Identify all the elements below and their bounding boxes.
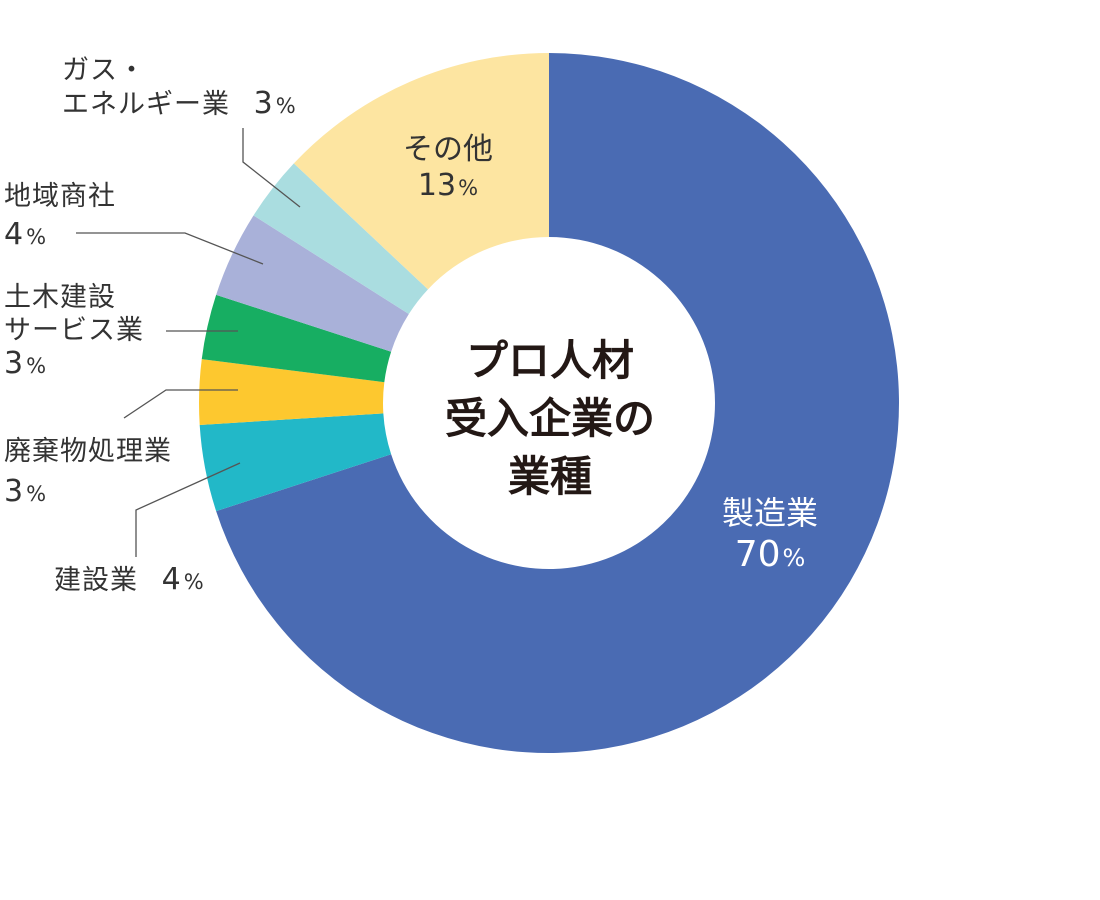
slice-value-waste-disposal: 3% [4, 474, 48, 509]
leader-line-construction [135, 462, 241, 557]
slice-label-civil-engineering: 土木建設 サービス業 3% [4, 281, 144, 383]
slice-label-gas-energy: ガス・ エネルギー業 3% [62, 54, 297, 123]
slice-name-regional-trading: 地域商社 [4, 181, 116, 212]
slice-name-manufacturing: 製造業 [721, 494, 818, 532]
slice-civil-engineering [201, 294, 392, 383]
slice-name-civil-engineering-line-1: 土木建設 [4, 282, 116, 313]
slice-name-waste-disposal: 廃棄物処理業 [4, 436, 172, 467]
slice-label-regional-trading: 地域商社 4% [4, 178, 116, 256]
slice-other [293, 53, 549, 290]
slice-name-other: その他 [403, 132, 493, 167]
slice-name-gas-energy-line-2: エネルギー業 [62, 89, 230, 120]
slice-label-waste-disposal: 廃棄物処理業 3% [4, 432, 172, 514]
slice-construction [199, 413, 392, 512]
chart-title: プロ人材 受入企業の 業種 [400, 332, 700, 506]
slice-label-other: その他 13% [378, 132, 518, 206]
slice-manufacturing [216, 53, 899, 753]
slice-value-civil-engineering: 3% [4, 346, 48, 381]
chart-title-line-3: 業種 [507, 452, 592, 501]
slice-value-construction: 4% [161, 562, 205, 597]
slice-value-gas-energy: 3% [253, 86, 297, 121]
slice-regional-trading [216, 215, 409, 352]
leader-line-regional-trading [76, 232, 264, 265]
slice-name-civil-engineering-line-2: サービス業 [4, 315, 144, 346]
slice-value-other: 13% [417, 168, 479, 203]
leader-line-gas-energy [242, 128, 301, 208]
slice-name-construction: 建設業 [54, 565, 138, 596]
chart-title-line-1: プロ人材 [465, 336, 634, 385]
slice-gas-energy [253, 163, 428, 315]
chart-title-line-2: 受入企業の [444, 394, 655, 443]
slice-value-manufacturing: 70% [734, 534, 806, 575]
slice-name-gas-energy-line-1: ガス・ [62, 55, 146, 86]
slice-value-regional-trading: 4% [4, 217, 48, 252]
slice-label-manufacturing: 製造業 70% [700, 492, 840, 579]
leader-line-waste-disposal [123, 389, 238, 419]
slice-label-construction: 建設業 4% [54, 563, 205, 599]
slice-waste-disposal [199, 359, 385, 425]
